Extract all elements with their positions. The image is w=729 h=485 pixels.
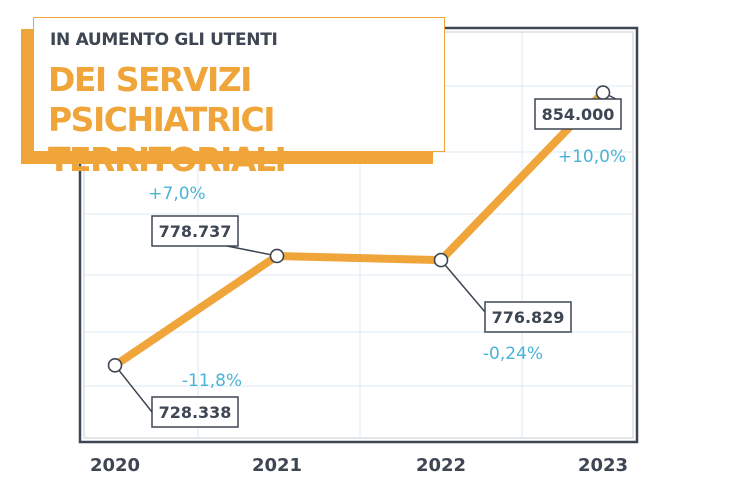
x-axis-ticks: 2020 2021 2022 2023 — [90, 455, 628, 476]
value-label: 728.338 — [159, 403, 232, 422]
leader-line — [226, 245, 278, 257]
x-tick-label: 2023 — [578, 455, 628, 476]
value-label: 776.829 — [492, 308, 565, 327]
x-tick-label: 2022 — [416, 455, 466, 476]
series-line-group — [111, 88, 607, 370]
x-tick-label: 2020 — [90, 455, 140, 476]
data-point — [269, 248, 285, 264]
chart-title: DEI SERVIZI PSICHIATRICI TERRITORIALI — [48, 60, 287, 179]
value-label-box — [534, 98, 622, 130]
data-point — [433, 252, 449, 268]
leader-line — [114, 364, 153, 413]
change-label: +10,0% — [558, 147, 626, 167]
value-label-box — [484, 301, 572, 333]
value-label-box — [151, 215, 239, 247]
data-labels: 728.338 778.737 776.829 854.000 -11,8% +7,0% -… — [148, 98, 626, 428]
x-tick-label: 2021 — [252, 455, 302, 476]
leader-line — [440, 259, 486, 313]
value-label-box — [151, 396, 239, 428]
change-label: +7,0% — [148, 184, 205, 204]
change-label: -0,24% — [483, 344, 543, 364]
series-line — [111, 88, 607, 370]
data-point — [595, 85, 611, 100]
value-label: 778.737 — [159, 222, 232, 241]
data-point — [107, 358, 123, 373]
data-points — [107, 85, 611, 373]
chart-subtitle: IN AUMENTO GLI UTENTI — [50, 30, 278, 50]
value-label: 854.000 — [542, 105, 615, 124]
title-box: IN AUMENTO GLI UTENTI DEI SERVIZI PSICHI… — [33, 17, 445, 179]
change-label: -11,8% — [182, 371, 242, 391]
